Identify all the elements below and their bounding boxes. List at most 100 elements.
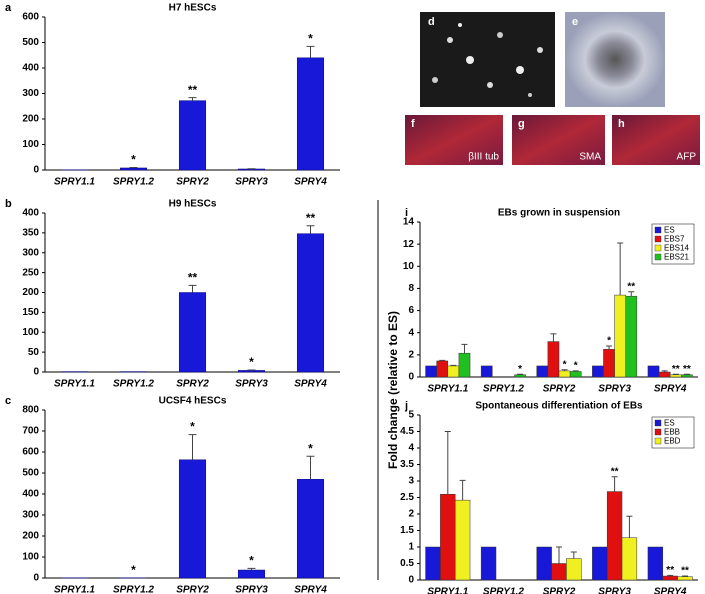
error-bar — [188, 434, 197, 460]
image-h: h AFP — [612, 115, 700, 165]
x-tick-label: SPRY3 — [598, 587, 631, 594]
panel-label: f — [411, 118, 415, 130]
x-tick-label: SPRY4 — [294, 177, 327, 188]
panel-label: i — [405, 207, 408, 219]
legend-label: ES — [664, 226, 675, 235]
bar — [440, 493, 456, 581]
chart-title: EBs grown in suspension — [498, 208, 620, 219]
bar — [551, 563, 567, 581]
error-bar — [188, 97, 197, 101]
x-tick-label: SPRY1.2 — [483, 384, 524, 395]
bar — [658, 371, 671, 378]
x-tick-label: SPRY4 — [294, 379, 327, 390]
bar — [425, 365, 437, 378]
chart-title: H7 hESCs — [169, 3, 217, 14]
x-tick-label: SPRY2 — [543, 384, 576, 395]
panel-label: b — [5, 198, 12, 210]
bar — [592, 365, 604, 378]
annotation: ** — [666, 565, 674, 576]
annotation: * — [249, 554, 254, 568]
annotation: ** — [188, 83, 198, 97]
y-tick-label: 700 — [22, 426, 39, 437]
bar — [606, 491, 623, 581]
image-caption: AFP — [677, 152, 697, 163]
annotation: * — [518, 364, 522, 375]
y-tick-label: 400 — [22, 63, 39, 74]
bar — [603, 349, 615, 378]
y-tick-label: 0.5 — [400, 558, 414, 569]
bar — [647, 365, 660, 378]
x-tick-label: SPRY3 — [235, 585, 268, 594]
error-bar — [661, 370, 668, 373]
image-caption: SMA — [579, 152, 601, 163]
x-tick-label: SPRY4 — [654, 384, 687, 395]
y-tick-label: 14 — [403, 217, 415, 228]
x-tick-label: SPRY1.1 — [427, 384, 468, 395]
y-tick-label: 3.5 — [400, 459, 414, 470]
error-bar — [572, 370, 579, 372]
x-tick-label: SPRY4 — [654, 587, 687, 594]
bar — [681, 374, 693, 378]
bar — [536, 546, 552, 581]
y-tick-label: 3 — [408, 476, 414, 487]
legend-swatch — [654, 244, 662, 252]
y-tick-label: 1.5 — [400, 525, 414, 536]
annotation: * — [131, 153, 136, 167]
error-bar — [682, 575, 689, 577]
bar — [447, 365, 460, 378]
error-bar — [129, 166, 138, 168]
y-tick-label: 12 — [403, 239, 415, 250]
x-tick-label: SPRY1.2 — [113, 379, 154, 390]
legend-swatch — [654, 419, 662, 427]
bar — [536, 365, 549, 378]
bar — [566, 558, 582, 581]
y-tick-label: 500 — [22, 468, 39, 479]
bar — [237, 370, 266, 373]
y-tick-label: 600 — [22, 447, 39, 458]
x-tick-label: SPRY3 — [235, 177, 268, 188]
error-bar — [188, 284, 197, 293]
bar — [119, 167, 148, 171]
error-bar — [550, 333, 557, 342]
error-bar — [626, 515, 633, 538]
annotation: ** — [306, 211, 316, 225]
panel-label: g — [518, 118, 525, 130]
y-tick-label: 300 — [22, 88, 39, 99]
bar — [614, 294, 626, 378]
chart-title: Spontaneous differentiation of EBs — [475, 401, 643, 412]
error-bar — [439, 359, 446, 361]
x-tick-label: SPRY1.2 — [113, 177, 154, 188]
bar — [296, 57, 325, 171]
y-tick-label: 200 — [22, 114, 39, 125]
bar — [514, 374, 526, 378]
bar — [178, 459, 207, 579]
y-tick-label: 100 — [22, 552, 39, 563]
annotation: ** — [672, 364, 680, 375]
annotation: * — [563, 359, 567, 370]
y-tick-label: 4 — [408, 327, 414, 338]
error-bar — [683, 373, 690, 375]
annotation: * — [308, 441, 313, 455]
x-tick-label: SPRY1.1 — [427, 587, 468, 594]
error-bar — [628, 291, 635, 297]
image-caption: βIII tub — [468, 152, 499, 163]
legend-label: EBS14 — [664, 244, 689, 253]
y-tick-label: 0 — [408, 575, 414, 586]
image-f: f βIII tub — [405, 115, 503, 165]
y-tick-label: 350 — [22, 228, 39, 239]
y-tick-label: 0 — [33, 573, 39, 584]
x-tick-label: SPRY2 — [176, 177, 209, 188]
y-tick-label: 1 — [408, 542, 414, 553]
annotation: * — [190, 420, 195, 434]
bar — [677, 576, 693, 581]
panel-label: h — [618, 118, 625, 130]
x-tick-label: SPRY1.1 — [54, 177, 95, 188]
annotation: * — [607, 336, 611, 347]
legend-swatch — [654, 226, 662, 234]
panel-label: j — [404, 400, 408, 412]
bar — [296, 479, 325, 579]
error-bar — [517, 373, 524, 375]
image-d: d — [420, 12, 555, 107]
bar — [558, 370, 571, 378]
legend-label: EBS21 — [664, 253, 689, 262]
